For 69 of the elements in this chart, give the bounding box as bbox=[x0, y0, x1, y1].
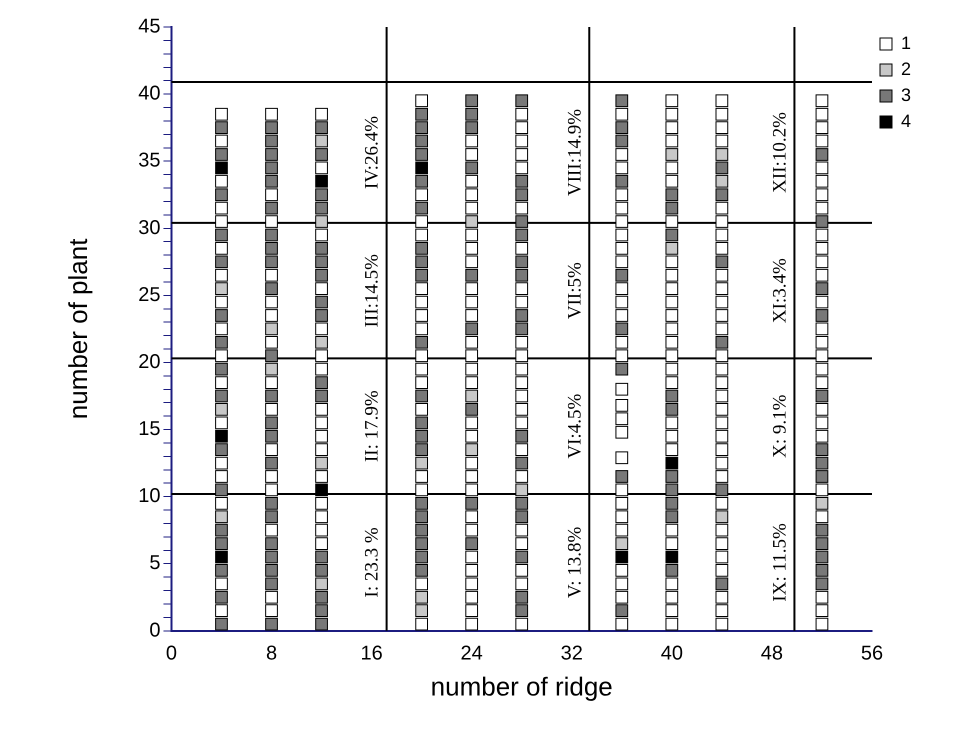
point bbox=[615, 550, 628, 564]
point bbox=[665, 550, 678, 564]
point bbox=[265, 322, 278, 336]
y-tick-label: 10 bbox=[138, 485, 160, 508]
point bbox=[215, 550, 228, 564]
annotation: III:14.5% bbox=[362, 254, 383, 328]
point bbox=[215, 430, 228, 443]
legend-label: 3 bbox=[900, 84, 912, 105]
annotation: VII:5% bbox=[564, 262, 586, 320]
point bbox=[716, 174, 728, 188]
point bbox=[415, 456, 428, 470]
legend-label: 2 bbox=[900, 58, 912, 79]
point bbox=[315, 174, 328, 188]
point bbox=[665, 456, 678, 470]
x-axis-title: number of ridge bbox=[430, 672, 613, 702]
annotation: VIII:14.9% bbox=[564, 108, 586, 196]
x-tick-label: 24 bbox=[460, 642, 483, 664]
point bbox=[265, 362, 278, 376]
point bbox=[315, 215, 328, 228]
y-tick-label: 40 bbox=[138, 82, 160, 105]
x-tick-label: 48 bbox=[760, 642, 784, 664]
point bbox=[315, 134, 328, 148]
annotation: II: 17.9% bbox=[362, 390, 383, 462]
point bbox=[615, 537, 628, 550]
point bbox=[215, 162, 228, 174]
y-axis-title: number of plant bbox=[62, 238, 93, 420]
y-tick-label: 5 bbox=[149, 552, 160, 574]
point bbox=[215, 403, 228, 416]
x-tick-label: 32 bbox=[560, 642, 583, 664]
y-tick-label: 45 bbox=[138, 16, 160, 38]
x-tick-label: 56 bbox=[860, 642, 884, 664]
point bbox=[665, 148, 678, 161]
point bbox=[415, 590, 428, 604]
point bbox=[315, 484, 328, 496]
legend-label: 1 bbox=[900, 32, 912, 53]
y-tick-label: 30 bbox=[138, 216, 160, 239]
y-tick-label: 25 bbox=[138, 284, 160, 306]
annotation: XII:10.2% bbox=[769, 112, 790, 193]
x-tick-label: 16 bbox=[360, 642, 383, 664]
point bbox=[716, 510, 728, 524]
y-tick-label: 0 bbox=[149, 619, 160, 642]
annotation: X: 9.1% bbox=[769, 394, 790, 458]
point bbox=[315, 336, 328, 349]
point bbox=[665, 242, 678, 255]
annotation: I: 23.3 % bbox=[362, 527, 383, 598]
point bbox=[415, 604, 428, 618]
point bbox=[465, 390, 478, 402]
point bbox=[465, 443, 478, 456]
point bbox=[716, 148, 728, 161]
point bbox=[816, 496, 828, 510]
x-tick-label: 40 bbox=[660, 642, 683, 664]
x-tick-label: 0 bbox=[166, 642, 178, 664]
point bbox=[515, 484, 528, 496]
point bbox=[465, 215, 478, 228]
annotation: IV:26.4% bbox=[362, 116, 383, 189]
y-tick-label: 20 bbox=[138, 350, 160, 373]
y-tick-label: 15 bbox=[138, 418, 160, 440]
point bbox=[215, 282, 228, 296]
annotation: V: 13.8% bbox=[564, 526, 586, 598]
x-tick-label: 8 bbox=[266, 642, 278, 664]
point bbox=[315, 456, 328, 470]
point bbox=[415, 162, 428, 174]
annotation: XI:3.4% bbox=[769, 258, 790, 324]
y-tick-label: 35 bbox=[138, 150, 160, 172]
legend-label: 4 bbox=[900, 110, 912, 131]
annotation: VI:4.5% bbox=[564, 394, 586, 459]
point bbox=[215, 510, 228, 524]
annotation: IX: 11.5% bbox=[769, 522, 790, 602]
point bbox=[315, 577, 328, 590]
